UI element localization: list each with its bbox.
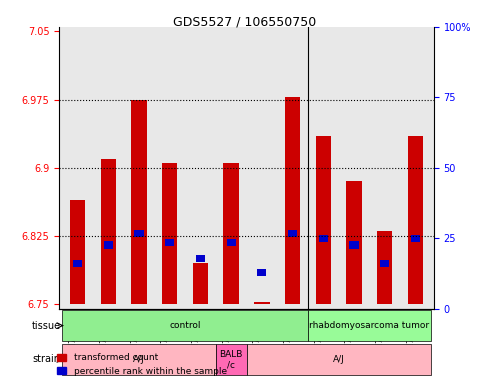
Text: strain: strain [33, 354, 61, 364]
Bar [288, 230, 297, 237]
Bar [257, 269, 266, 276]
Bar [193, 263, 208, 304]
FancyBboxPatch shape [216, 344, 246, 375]
Bar [223, 163, 239, 304]
Text: GDS5527 / 106550750: GDS5527 / 106550750 [173, 15, 316, 28]
Bar [285, 97, 300, 304]
Bar [316, 136, 331, 304]
Bar [377, 232, 392, 304]
Bar [196, 255, 205, 262]
FancyBboxPatch shape [308, 310, 431, 341]
Bar [135, 230, 143, 237]
Bar [73, 260, 82, 267]
Bar [131, 99, 147, 304]
Text: A/J: A/J [133, 355, 145, 364]
Text: A/J: A/J [333, 355, 345, 364]
Bar [350, 242, 358, 249]
Text: BALB
/c: BALB /c [219, 350, 243, 369]
Text: control: control [169, 321, 201, 330]
Bar [101, 159, 116, 304]
Bar [254, 302, 270, 304]
Bar [318, 235, 328, 242]
Bar [346, 181, 362, 304]
Bar [227, 239, 236, 246]
Bar [408, 136, 423, 304]
Bar [162, 163, 177, 304]
Bar [165, 239, 175, 246]
Text: tissue: tissue [32, 321, 61, 331]
FancyBboxPatch shape [62, 344, 216, 375]
Bar [411, 235, 420, 242]
Text: rhabdomyosarcoma tumor: rhabdomyosarcoma tumor [309, 321, 429, 330]
Legend: transformed count, percentile rank within the sample: transformed count, percentile rank withi… [54, 350, 230, 379]
Bar [104, 242, 113, 249]
Bar [70, 200, 85, 304]
Bar [380, 260, 389, 267]
FancyBboxPatch shape [246, 344, 431, 375]
FancyBboxPatch shape [62, 310, 308, 341]
